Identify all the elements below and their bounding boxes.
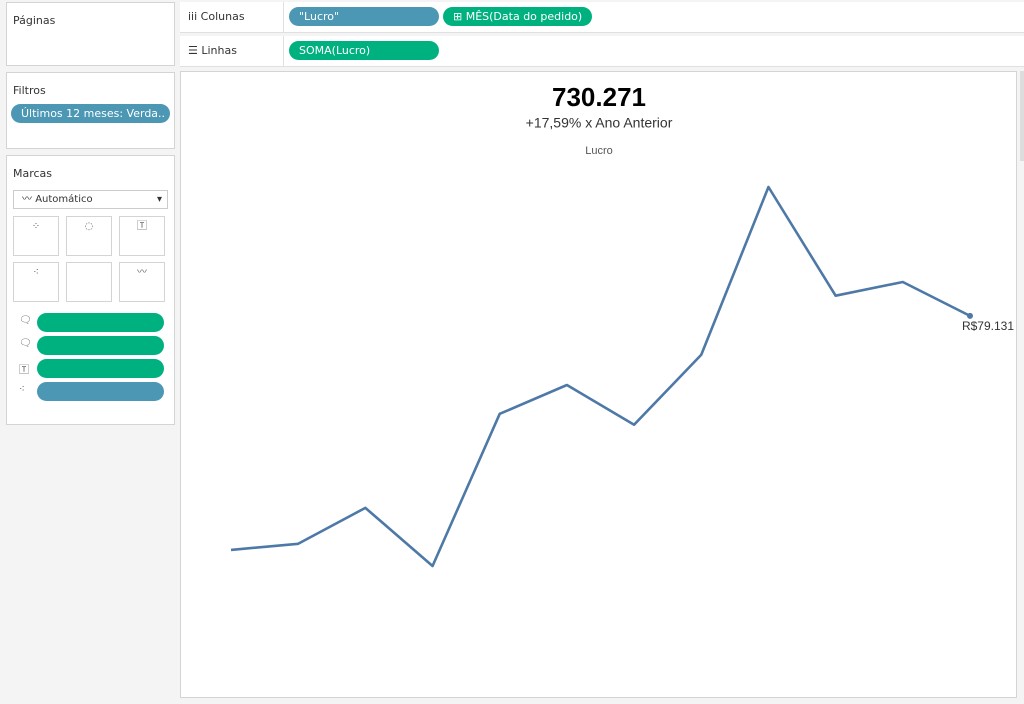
field-pill[interactable] [37, 382, 164, 401]
line [230, 185, 971, 568]
pill-text: MÊS(Data do pedido) [465, 10, 583, 23]
button-icon: ◌ [84, 221, 94, 232]
pill[interactable]: SOMA(Lucro) [289, 41, 439, 60]
mark-button[interactable]: ⁘ [13, 216, 59, 256]
mark-button[interactable]: 🅃 [119, 216, 165, 256]
field-icon: 🗨 [19, 315, 32, 326]
mark-type-dropdown[interactable]: 〰 Automático ▾ [13, 190, 168, 209]
button-icon: 〰 [137, 267, 147, 278]
filters-card: Filtros Últimos 12 meses: Verda.. [6, 72, 175, 149]
mark-button[interactable]: ◌ [66, 216, 112, 256]
point [967, 312, 973, 319]
shelf-label: ☰ Linhas [180, 36, 284, 66]
button-icon [67, 263, 111, 267]
filter-pill[interactable]: Últimos 12 meses: Verda.. [11, 104, 170, 123]
scrollbar[interactable] [1020, 71, 1024, 161]
pill-icon: ⊞ [453, 10, 466, 23]
kpi-subtitle: +17,59% x Ano Anterior [526, 115, 673, 131]
field-icon: 🗨 [19, 338, 32, 349]
field-pill[interactable] [37, 336, 164, 355]
mark-button[interactable]: 〰 [119, 262, 165, 302]
button-icon: ⁖ [33, 267, 39, 278]
column-header: Lucro [585, 145, 613, 157]
field-icon: 🅃 [19, 365, 29, 376]
rows-shelf: ☰ Linhas SOMA(Lucro) [180, 36, 1024, 67]
button-icon: ⁘ [31, 221, 41, 232]
field-pill[interactable] [37, 359, 164, 378]
mark-button[interactable] [66, 262, 112, 302]
field-pill[interactable] [37, 313, 164, 332]
chart: 730.271 +17,59% x Ano Anterior Lucro R$7… [230, 82, 1014, 568]
pages-card: Páginas [6, 2, 175, 66]
rows-label: Linhas [201, 44, 237, 57]
mark-type: Automático [35, 194, 93, 205]
marks-card: Marcas 〰 Automático ▾ ⁘ ◌ 🅃 ⁖ 〰 🗨 🗨 🅃 ⁖ [6, 155, 175, 425]
card-title: Marcas [13, 167, 53, 180]
columns-shelf: iii Colunas "Lucro" ⊞ MÊS(Data do pedido… [180, 2, 1024, 33]
card-title: Páginas [13, 14, 56, 27]
view-pane: 730.271 +17,59% x Ano Anterior Lucro R$7… [180, 71, 1017, 698]
columns-label: Colunas [200, 10, 245, 23]
pill[interactable]: ⊞ MÊS(Data do pedido) [443, 7, 592, 26]
data-label: R$79.131 [962, 319, 1014, 333]
button-icon: 🅃 [137, 221, 147, 232]
pill[interactable]: "Lucro" [289, 7, 439, 26]
mark-button[interactable]: ⁖ [13, 262, 59, 302]
field-icon: ⁖ [19, 384, 25, 395]
card-title: Filtros [13, 84, 46, 97]
kpi-value: 730.271 [552, 82, 646, 112]
dropdown-arrow: ▾ [156, 194, 162, 205]
shelf-label: iii Colunas [180, 2, 284, 32]
